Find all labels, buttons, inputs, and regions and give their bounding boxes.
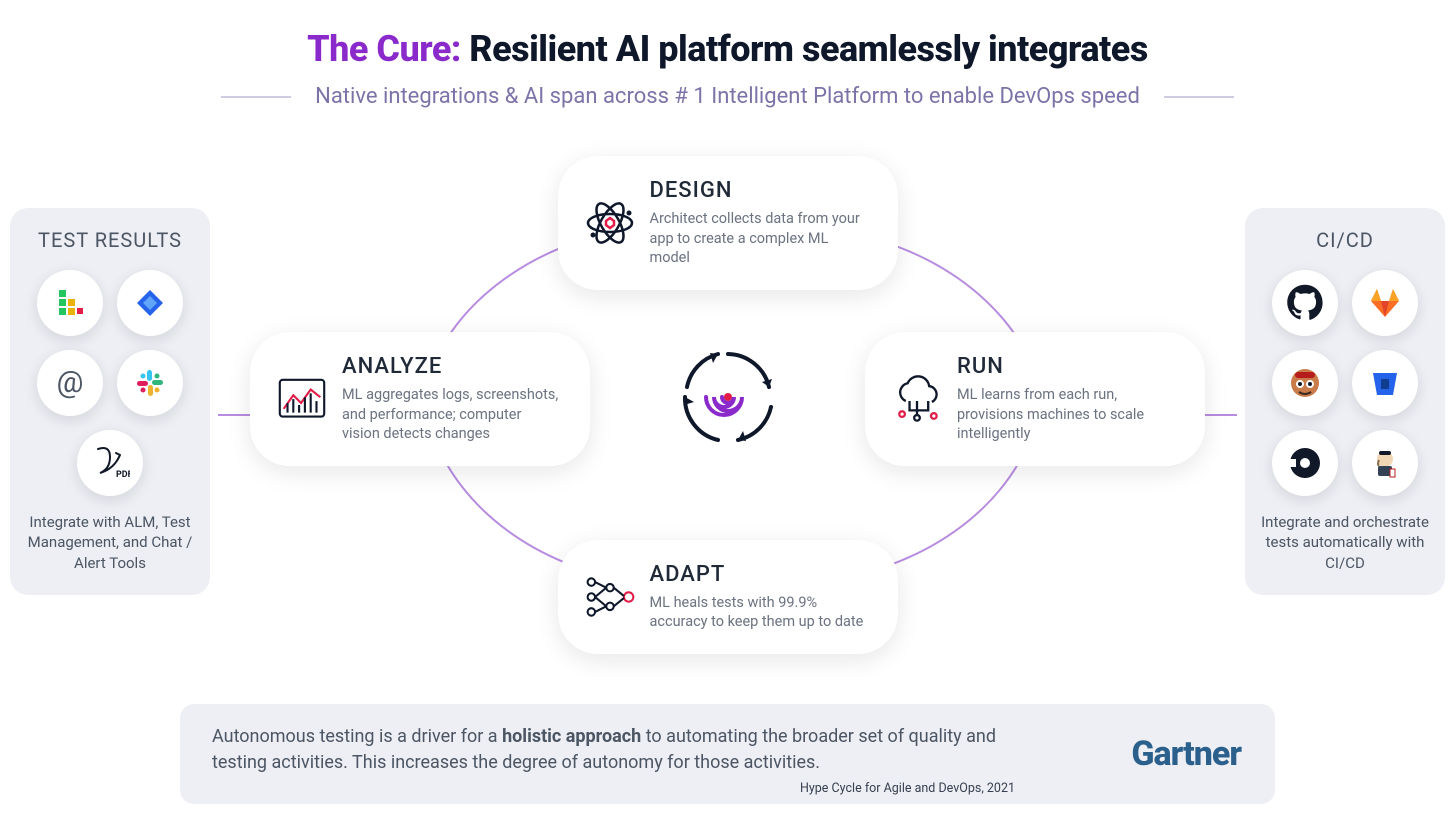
node-analyze-title: ANALYZE <box>342 354 562 379</box>
atom-icon <box>582 195 638 251</box>
test-results-panel: TEST RESULTS @ PDF Integrate with ALM, T… <box>10 208 210 595</box>
panel-title-left: TEST RESULTS <box>24 228 196 252</box>
header-block: The Cure: Resilient AI platform seamless… <box>0 0 1455 109</box>
bitbucket-icon <box>1352 350 1418 416</box>
network-icon <box>582 569 638 625</box>
github-icon <box>1272 270 1338 336</box>
title-rest: Resilient AI platform seamlessly integra… <box>461 28 1148 70</box>
divider-left <box>221 96 291 98</box>
svg-text:PDF: PDF <box>116 470 130 480</box>
travis-icon <box>1272 350 1338 416</box>
footer-bold: holistic approach <box>502 726 641 747</box>
footer-quote: Autonomous testing is a driver for a hol… <box>212 724 1032 776</box>
node-design-desc: Architect collects data from your app to… <box>650 209 870 268</box>
svg-text:@: @ <box>57 365 84 400</box>
title-prefix: The Cure: <box>307 28 461 70</box>
chart-icon <box>274 371 330 427</box>
at-icon: @ <box>37 350 103 416</box>
cicd-icons <box>1259 270 1431 496</box>
jenkins-icon <box>1352 430 1418 496</box>
panel-caption-right: Integrate and orchestrate tests automati… <box>1259 512 1431 573</box>
panel-caption-left: Integrate with ALM, Test Management, and… <box>24 512 196 573</box>
node-adapt-desc: ML heals tests with 99.9% accuracy to ke… <box>650 593 870 632</box>
pdf-icon: PDF <box>77 430 143 496</box>
jira-icon <box>117 270 183 336</box>
test-results-icons: @ PDF <box>24 270 196 496</box>
node-adapt-title: ADAPT <box>650 562 870 587</box>
panel-title-right: CI/CD <box>1259 228 1431 252</box>
node-run: RUN ML learns from each run, provisions … <box>865 332 1205 466</box>
circleci-icon <box>1272 430 1338 496</box>
node-analyze-desc: ML aggregates logs, screenshots, and per… <box>342 385 562 444</box>
node-run-title: RUN <box>957 354 1177 379</box>
footer-source: Hype Cycle for Agile and DevOps, 2021 <box>800 781 1015 796</box>
divider-right <box>1164 96 1234 98</box>
node-run-desc: ML learns from each run, provisions mach… <box>957 385 1177 444</box>
gitlab-icon <box>1352 270 1418 336</box>
slack-icon <box>117 350 183 416</box>
page-title: The Cure: Resilient AI platform seamless… <box>0 28 1455 70</box>
node-analyze: ANALYZE ML aggregates logs, screenshots,… <box>250 332 590 466</box>
footer-pre: Autonomous testing is a driver for a <box>212 726 502 747</box>
report-blocks-icon <box>37 270 103 336</box>
cycle-diagram: DESIGN Architect collects data from your… <box>270 140 1185 658</box>
node-adapt: ADAPT ML heals tests with 99.9% accuracy… <box>558 540 898 654</box>
footer-quote-box: Autonomous testing is a driver for a hol… <box>180 704 1275 804</box>
node-design-title: DESIGN <box>650 178 870 203</box>
cloud-icon <box>889 371 945 427</box>
cicd-panel: CI/CD Integrate and orchestrate tests au… <box>1245 208 1445 595</box>
gartner-logo: Gartner <box>1131 734 1241 774</box>
node-design: DESIGN Architect collects data from your… <box>558 156 898 290</box>
spiral-cycle-icon <box>673 342 783 456</box>
subtitle-row: Native integrations & AI span across # 1… <box>0 84 1455 109</box>
page-subtitle: Native integrations & AI span across # 1… <box>315 84 1140 109</box>
